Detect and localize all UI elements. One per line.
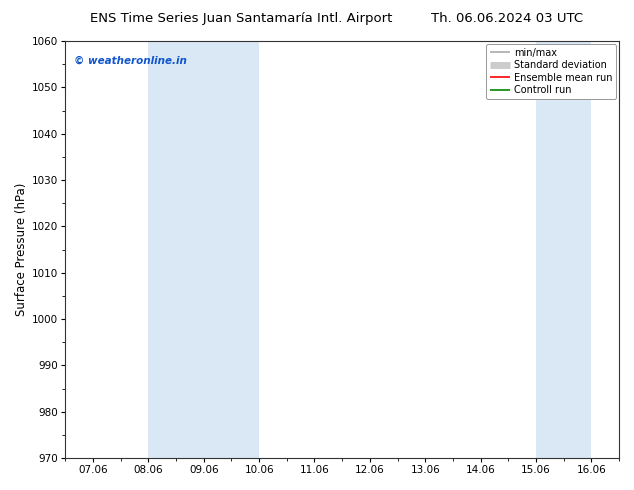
Text: ENS Time Series Juan Santamaría Intl. Airport: ENS Time Series Juan Santamaría Intl. Ai… bbox=[90, 12, 392, 25]
Bar bbox=[148, 41, 259, 458]
Legend: min/max, Standard deviation, Ensemble mean run, Controll run: min/max, Standard deviation, Ensemble me… bbox=[486, 44, 616, 99]
Bar bbox=[536, 41, 592, 458]
Text: © weatheronline.in: © weatheronline.in bbox=[74, 56, 186, 66]
Text: Th. 06.06.2024 03 UTC: Th. 06.06.2024 03 UTC bbox=[431, 12, 583, 25]
Y-axis label: Surface Pressure (hPa): Surface Pressure (hPa) bbox=[15, 183, 28, 316]
